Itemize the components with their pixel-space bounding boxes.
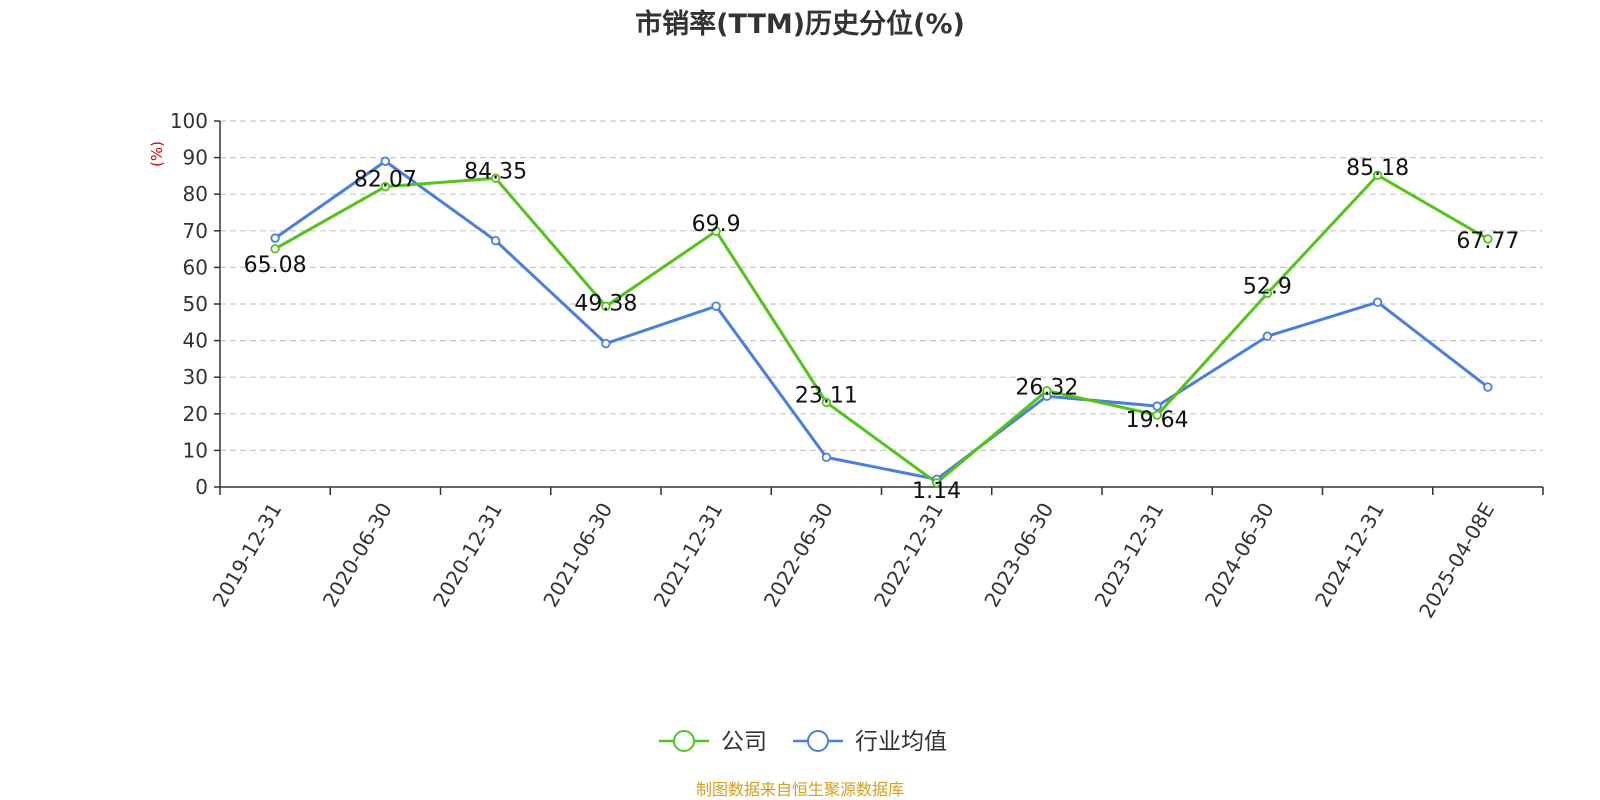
data-label: 49.38 bbox=[574, 291, 637, 316]
series-point-0 bbox=[711, 226, 721, 236]
x-tick-label: 2024-06-30 bbox=[1200, 499, 1279, 612]
series-point-1 bbox=[1483, 382, 1493, 392]
series-layer bbox=[270, 156, 1493, 488]
data-label: 23.11 bbox=[795, 383, 858, 408]
legend-marker bbox=[673, 730, 695, 752]
series-point-1 bbox=[711, 301, 721, 311]
series-point-0 bbox=[601, 301, 611, 311]
x-tick-label: 2024-12-31 bbox=[1310, 499, 1389, 612]
data-label: 69.9 bbox=[692, 212, 741, 237]
x-tick-label: 2023-12-31 bbox=[1090, 499, 1169, 612]
series-point-0 bbox=[490, 173, 501, 183]
legend[interactable]: 公司 行业均值 bbox=[659, 729, 947, 755]
legend-label[interactable]: 公司 bbox=[721, 729, 767, 755]
series-point-1 bbox=[821, 452, 832, 463]
series-point-0 bbox=[931, 478, 942, 488]
x-tick-label: 2021-12-31 bbox=[649, 499, 728, 612]
y-tick-label: 100 bbox=[170, 109, 208, 133]
legend-label[interactable]: 行业均值 bbox=[855, 729, 947, 755]
data-label: 85.18 bbox=[1346, 156, 1409, 181]
series-point-1 bbox=[270, 233, 280, 243]
x-tick-label: 2021-06-30 bbox=[538, 499, 617, 612]
x-tick-label: 2020-12-31 bbox=[428, 499, 507, 612]
series-point-0 bbox=[1372, 170, 1383, 180]
y-tick-label: 10 bbox=[183, 438, 208, 462]
y-tick-label: 50 bbox=[183, 292, 208, 316]
chart-title: 市销率(TTM)历史分位(%) bbox=[635, 8, 965, 40]
x-tick-label: 2022-06-30 bbox=[759, 499, 838, 612]
series-point-0 bbox=[1152, 410, 1162, 420]
series-point-1 bbox=[601, 338, 611, 349]
y-tick-label: 90 bbox=[183, 146, 208, 170]
source-note: 制图数据来自恒生聚源数据库 bbox=[696, 780, 904, 799]
series-point-1 bbox=[490, 235, 501, 246]
y-tick-label: 40 bbox=[183, 329, 208, 353]
series-point-1 bbox=[1372, 297, 1383, 307]
series-point-1 bbox=[380, 156, 391, 166]
data-labels: 65.08 82.07 84.35 49.38 69.9 23.11 1.14 26.32 19… bbox=[244, 156, 1520, 504]
data-label: 65.08 bbox=[244, 253, 307, 278]
y-tick-label: 80 bbox=[183, 182, 208, 206]
data-label: 19.64 bbox=[1126, 408, 1189, 433]
y-tick-label: 20 bbox=[183, 402, 208, 426]
data-label: 26.32 bbox=[1015, 376, 1078, 401]
data-label: 82.07 bbox=[354, 168, 417, 193]
x-tick-label: 2023-06-30 bbox=[979, 499, 1058, 612]
x-tick-label: 2022-12-31 bbox=[869, 499, 948, 612]
series-point-0 bbox=[821, 397, 832, 408]
data-label: 67.77 bbox=[1456, 229, 1519, 254]
data-label: 52.9 bbox=[1243, 274, 1292, 299]
series-point-1 bbox=[1262, 331, 1273, 341]
series-line-0 bbox=[274, 173, 1489, 485]
y-tick-label: 60 bbox=[183, 255, 208, 279]
data-label: 84.35 bbox=[464, 159, 527, 184]
legend-marker bbox=[807, 730, 829, 752]
data-label: 1.14 bbox=[912, 479, 961, 504]
series-point-0 bbox=[380, 181, 391, 192]
series-point-0 bbox=[1262, 288, 1273, 299]
series-point-0 bbox=[1483, 234, 1493, 244]
series-line-1 bbox=[274, 159, 1489, 481]
x-tick-label: 2020-06-30 bbox=[318, 499, 397, 612]
grid-lines bbox=[220, 120, 1543, 451]
y-tick-label: 0 bbox=[195, 475, 208, 499]
x-tick-label: 2019-12-31 bbox=[208, 499, 287, 612]
y-axis-unit: (%) bbox=[148, 141, 166, 167]
series-point-0 bbox=[270, 244, 280, 254]
y-tick-label: 70 bbox=[183, 219, 208, 243]
y-tick-label: 30 bbox=[183, 365, 208, 389]
x-tick-label: 2025-04-08E bbox=[1414, 499, 1499, 623]
series-point-1 bbox=[1152, 401, 1162, 411]
series-point-0 bbox=[1042, 385, 1052, 396]
